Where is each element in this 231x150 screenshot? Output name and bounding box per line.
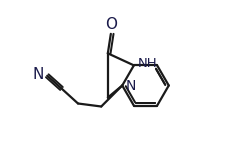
Text: O: O	[105, 17, 117, 32]
Text: NH: NH	[138, 57, 157, 70]
Text: N: N	[125, 78, 136, 93]
Text: N: N	[33, 67, 44, 82]
